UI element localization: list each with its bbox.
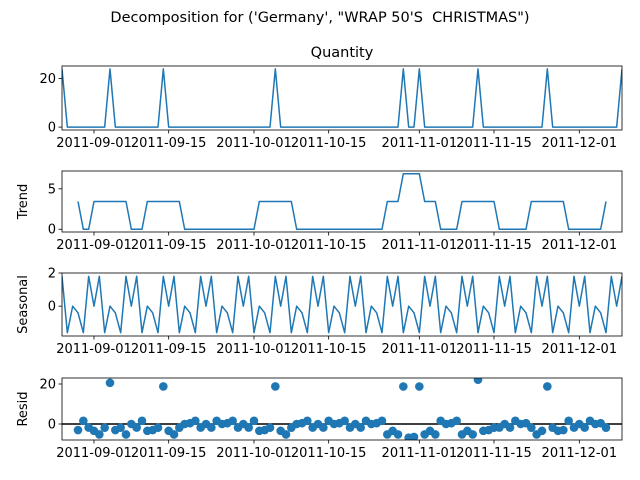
x-tick-label: 2011-11-01 <box>382 342 458 357</box>
resid-point <box>399 382 408 391</box>
x-tick-label: 2011-09-15 <box>131 136 207 151</box>
plot-area <box>77 173 607 230</box>
x-tick-label: 2011-10-15 <box>291 136 367 151</box>
resid-point <box>409 432 419 440</box>
y-tick-label: 2 <box>48 267 56 282</box>
resid-point <box>169 430 179 439</box>
resid-point <box>393 430 403 439</box>
axes-frame <box>61 170 623 233</box>
x-tick-label: 2011-11-15 <box>456 446 532 461</box>
x-tick-label: 2011-11-01 <box>382 136 458 151</box>
x-tick-label: 2011-09-01 <box>56 136 132 151</box>
resid-point <box>543 382 552 391</box>
resid-point <box>265 423 275 432</box>
x-tick-label: 2011-10-01 <box>216 446 292 461</box>
x-tick-label: 2011-11-01 <box>382 446 458 461</box>
x-tick-label: 2011-10-15 <box>291 238 367 253</box>
series-line <box>62 68 622 128</box>
resid-point <box>271 382 280 391</box>
x-tick-label: 2011-09-01 <box>56 446 132 461</box>
resid-point <box>73 425 83 435</box>
y-tick-label: 20 <box>39 378 56 393</box>
resid-point <box>79 416 88 426</box>
resid-point <box>121 430 131 439</box>
x-tick-label: 2011-11-01 <box>382 238 458 253</box>
resid-point <box>95 430 104 439</box>
resid-point <box>228 416 237 426</box>
x-tick-label: 2011-11-15 <box>456 342 532 357</box>
axes-title: Quantity <box>311 45 374 61</box>
axes-frame <box>61 377 623 441</box>
x-tick-label: 2011-09-15 <box>131 342 207 357</box>
axes-frame <box>61 272 623 337</box>
x-tick-label: 2011-10-15 <box>291 446 367 461</box>
x-tick-label: 2011-11-15 <box>456 238 532 253</box>
plot-area <box>62 68 622 128</box>
resid-point <box>191 416 200 426</box>
x-tick-label: 2011-10-15 <box>291 342 367 357</box>
plot-area <box>62 275 622 334</box>
y-tick-label: 0 <box>48 121 56 136</box>
plot-area <box>62 378 622 440</box>
y-tick-label: 5 <box>48 182 56 197</box>
x-tick-label: 2011-09-15 <box>131 446 207 461</box>
x-tick-label: 2011-12-01 <box>542 238 618 253</box>
resid-point <box>537 426 547 436</box>
y-tick-label: 0 <box>48 300 56 315</box>
resid-point <box>100 423 109 432</box>
x-tick-label: 2011-12-01 <box>542 136 618 151</box>
resid-point <box>452 416 461 426</box>
series-line <box>62 275 622 334</box>
x-tick-label: 2011-12-01 <box>542 446 618 461</box>
x-tick-label: 2011-10-01 <box>216 136 292 151</box>
resid-point <box>132 423 141 432</box>
resid-point <box>137 416 147 426</box>
resid-point <box>116 423 125 432</box>
resid-point <box>601 423 611 432</box>
resid-point <box>473 378 483 384</box>
resid-point <box>505 423 515 432</box>
series-line <box>77 173 607 230</box>
y-tick-label: 20 <box>39 72 56 87</box>
resid-point <box>559 425 568 435</box>
figure-title: Decomposition for ('Germany', "WRAP 50'S… <box>110 10 529 26</box>
x-tick-label: 2011-10-01 <box>216 342 292 357</box>
resid-point <box>377 416 387 426</box>
resid-point <box>153 423 163 432</box>
y-axis-label: Seasonal <box>16 275 31 334</box>
resid-point <box>319 423 328 432</box>
resid-point <box>159 382 168 391</box>
x-tick-label: 2011-11-15 <box>456 136 532 151</box>
resid-point <box>207 423 216 432</box>
resid-point <box>580 423 589 432</box>
resid-point <box>564 416 573 426</box>
x-tick-label: 2011-09-01 <box>56 342 132 357</box>
resid-point <box>340 416 349 426</box>
axes-frame <box>61 65 623 131</box>
x-tick-label: 2011-09-15 <box>131 238 207 253</box>
x-tick-label: 2011-09-01 <box>56 238 132 253</box>
resid-point <box>244 423 253 432</box>
y-axis-label: Resid <box>16 391 31 426</box>
y-axis-label: Trend <box>16 184 31 221</box>
resid-point <box>281 430 291 439</box>
resid-point <box>527 423 536 432</box>
resid-point <box>431 430 440 439</box>
resid-point <box>249 416 259 426</box>
x-tick-label: 2011-10-01 <box>216 238 292 253</box>
resid-point <box>105 378 115 388</box>
resid-point <box>415 382 424 391</box>
resid-point <box>468 430 477 439</box>
resid-point <box>356 423 365 432</box>
y-tick-label: 0 <box>48 418 56 433</box>
y-tick-label: 0 <box>48 223 56 238</box>
resid-point <box>303 416 312 426</box>
x-tick-label: 2011-12-01 <box>542 342 618 357</box>
